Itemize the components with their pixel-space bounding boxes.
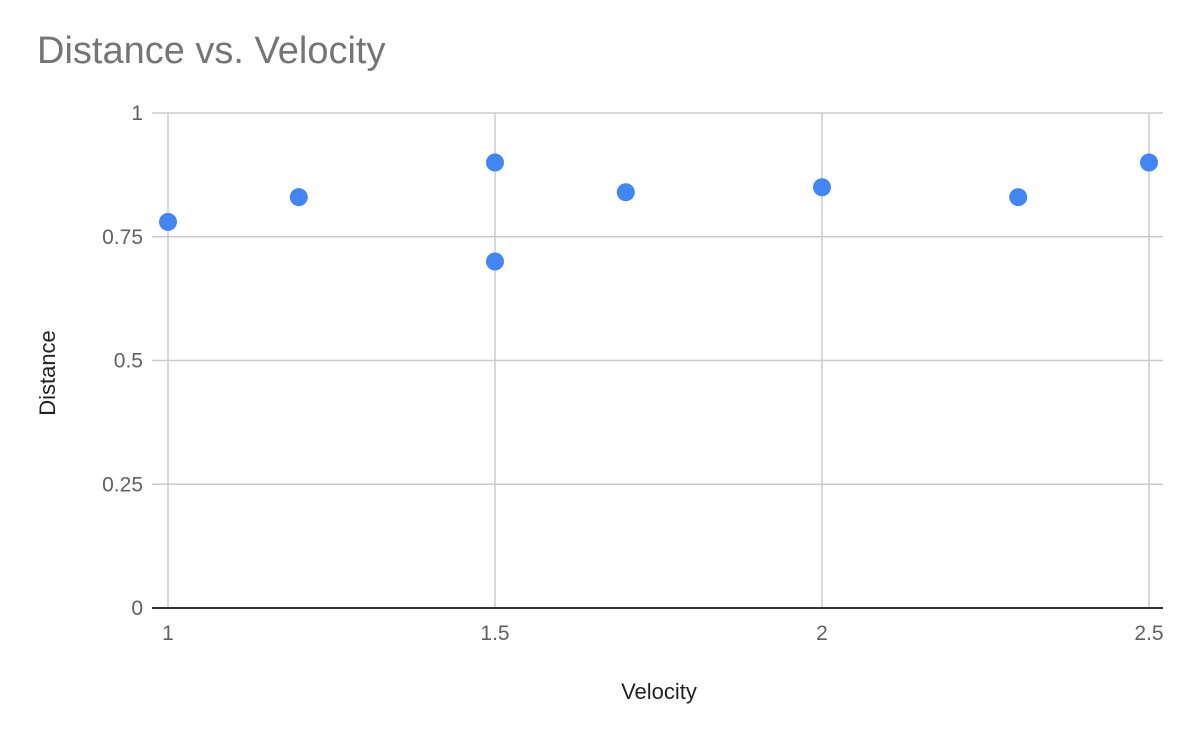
x-tick-label: 2.5 [1134,622,1163,645]
data-point [813,178,831,197]
grid-layer [152,112,1163,609]
data-point [616,183,635,202]
x-axis-title: Velocity [621,679,697,704]
y-tick-label: 0.25 [102,473,143,496]
x-tick-label: 1.5 [480,622,509,645]
data-point [486,153,504,172]
data-point [486,252,504,271]
y-tick-label: 0 [131,597,143,620]
data-point [159,212,177,231]
y-axis-title: Distance [35,330,60,416]
data-point [1140,153,1158,172]
data-point [289,188,308,207]
data-point [1009,188,1028,207]
y-tick-label: 0.5 [114,350,143,373]
chart-title: Distance vs. Velocity [37,30,386,72]
x-tick-label: 2 [816,622,828,645]
data-points [159,153,1158,271]
tick-labels: 0 0.25 0.5 0.75 1 1 1.5 2 2.5 [102,102,1163,645]
y-tick-label: 0.75 [102,226,143,249]
x-tick-label: 1 [162,622,174,645]
y-tick-label: 1 [131,102,143,125]
